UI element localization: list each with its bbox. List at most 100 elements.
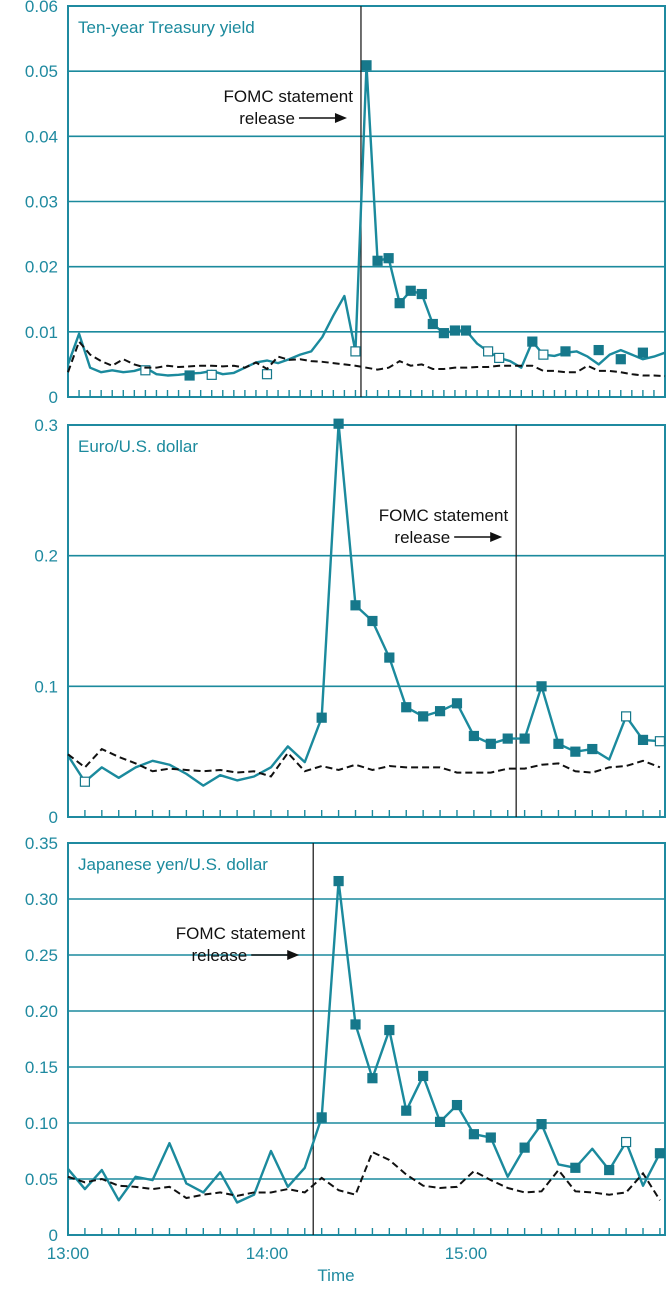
annotation-line-1: FOMC statement: [379, 506, 509, 525]
y-tick-label: 0.30: [25, 890, 58, 909]
panel-frame: [67, 842, 666, 1236]
marker-filled: [536, 681, 547, 692]
panel-title: Ten-year Treasury yield: [78, 18, 255, 37]
annotation-line-2: release: [239, 109, 295, 128]
x-tick-label: 13:00: [47, 1244, 90, 1263]
annotation-arrow-head: [287, 950, 300, 960]
x-axis-title: Time: [317, 1266, 355, 1285]
marker-filled: [427, 318, 438, 330]
marker-filled: [361, 60, 372, 71]
annotation-line-2: release: [191, 946, 247, 965]
marker-filled: [416, 288, 427, 300]
marker-open: [538, 349, 549, 360]
marker-filled: [654, 1148, 666, 1159]
marker-filled: [384, 1024, 395, 1036]
marker-filled: [316, 712, 327, 723]
y-tick-label: 0: [49, 388, 58, 407]
annotation-line-1: FOMC statement: [176, 924, 306, 943]
marker-open: [654, 736, 666, 747]
y-tick-label: 0.2: [34, 547, 58, 566]
panel-title: Euro/U.S. dollar: [78, 437, 198, 456]
marker-filled: [434, 1116, 446, 1127]
marker-open: [206, 369, 217, 380]
marker-open: [140, 365, 151, 376]
marker-filled: [637, 347, 648, 358]
y-tick-label: 0.25: [25, 946, 58, 965]
y-tick-label: 0.02: [25, 258, 58, 277]
marker-filled: [367, 615, 378, 627]
marker-filled: [438, 328, 449, 339]
marker-filled: [519, 1142, 530, 1153]
marker-filled: [587, 743, 598, 755]
y-tick-label: 0.1: [34, 677, 58, 696]
marker-open: [261, 369, 273, 380]
series-line-solid: [66, 64, 666, 377]
marker-filled: [502, 733, 513, 744]
annotation-line-2: release: [394, 528, 450, 547]
y-tick-label: 0.06: [25, 0, 58, 16]
marker-filled: [383, 253, 394, 264]
annotation-line-1: FOMC statement: [224, 87, 354, 106]
y-tick-label: 0.3: [34, 416, 58, 435]
marker-filled: [418, 1070, 429, 1082]
marker-filled: [372, 255, 383, 266]
marker-filled: [468, 1129, 479, 1140]
marker-filled: [519, 733, 530, 744]
marker-filled: [434, 706, 446, 717]
marker-open: [79, 776, 91, 787]
marker-filled: [637, 734, 649, 746]
marker-filled: [333, 418, 344, 429]
y-tick-label: 0.05: [25, 62, 58, 81]
marker-filled: [570, 746, 581, 757]
marker-filled: [350, 1019, 361, 1030]
marker-filled: [485, 738, 496, 749]
series-line-solid: [67, 879, 661, 1204]
marker-filled: [394, 298, 405, 309]
panel-frame: [67, 424, 666, 818]
marker-filled: [451, 698, 463, 709]
marker-filled: [451, 1099, 463, 1111]
marker-open: [483, 346, 494, 357]
marker-filled: [485, 1132, 496, 1143]
marker-filled: [593, 344, 604, 356]
annotation-arrow-head: [334, 113, 347, 123]
y-tick-label: 0.04: [25, 127, 58, 146]
y-tick-label: 0.20: [25, 1002, 58, 1021]
marker-filled: [570, 1162, 581, 1173]
marker-filled: [536, 1119, 547, 1130]
x-tick-label: 14:00: [246, 1244, 289, 1263]
y-tick-label: 0.03: [25, 193, 58, 212]
marker-filled: [367, 1073, 378, 1084]
marker-filled: [401, 1105, 412, 1116]
marker-filled: [560, 346, 571, 357]
marker-open: [350, 346, 361, 357]
series-line-dashed: [67, 747, 661, 778]
marker-filled: [384, 652, 395, 663]
marker-filled: [604, 1164, 615, 1176]
marker-filled: [405, 285, 416, 296]
marker-filled: [460, 325, 472, 336]
series-line-dashed: [67, 1150, 661, 1201]
annotation-arrow-head: [490, 532, 503, 542]
marker-filled: [553, 738, 564, 749]
y-tick-label: 0.01: [25, 323, 58, 342]
y-tick-label: 0.35: [25, 834, 58, 853]
marker-filled: [350, 600, 361, 611]
panel-title: Japanese yen/U.S. dollar: [78, 855, 268, 874]
x-tick-label: 15:00: [445, 1244, 488, 1263]
marker-open: [621, 1136, 632, 1148]
marker-filled: [333, 875, 344, 887]
marker-open: [494, 352, 505, 363]
marker-open: [621, 711, 632, 722]
marker-filled: [401, 702, 412, 713]
marker-filled: [449, 325, 461, 336]
marker-filled: [184, 370, 195, 381]
series-line-solid: [66, 422, 661, 787]
marker-filled: [418, 711, 429, 722]
y-tick-label: 0.15: [25, 1058, 58, 1077]
series-line-dashed: [67, 339, 666, 378]
y-tick-label: 0.10: [25, 1114, 58, 1133]
marker-filled: [316, 1112, 327, 1123]
